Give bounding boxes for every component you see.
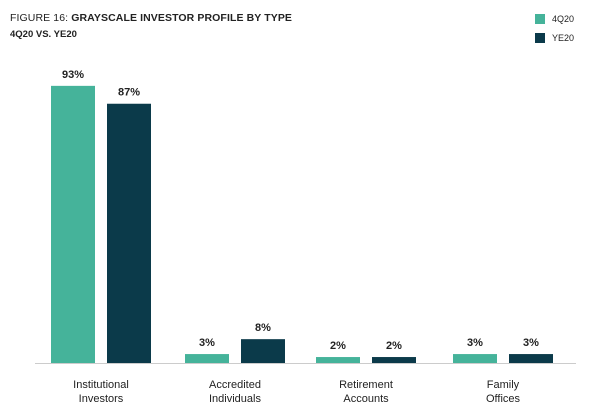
data-label-ye20-2: 2% (386, 340, 402, 352)
bar-ye20-3 (509, 354, 553, 363)
bar-ye20-0 (107, 103, 151, 364)
bar-4q20-2 (316, 357, 360, 363)
category-label-3: Family Offices (486, 379, 521, 405)
legend-label-ye20: YE20 (552, 33, 575, 43)
bar-ye20-1 (241, 339, 285, 363)
legend-label-4q20: 4Q20 (552, 14, 575, 24)
data-label-4q20-1: 3% (199, 337, 215, 349)
data-label-ye20-0: 87% (118, 87, 140, 99)
title-main: GRAYSCALE INVESTOR PROFILE BY TYPE (71, 12, 293, 24)
data-label-4q20-0: 93% (62, 69, 84, 81)
data-label-4q20-2: 2% (330, 340, 346, 352)
data-label-ye20-1: 8% (255, 322, 271, 334)
legend-swatch-4q20 (535, 14, 545, 24)
bar-4q20-3 (453, 354, 497, 363)
bar-ye20-2 (372, 357, 416, 363)
category-label-2: Retirement Accounts (339, 379, 393, 405)
category-label-1: Accredited Individuals (209, 379, 261, 405)
chart-title: FIGURE 16: GRAYSCALE INVESTOR PROFILE BY… (10, 12, 292, 24)
chart-subtitle: 4Q20 VS. YE20 (10, 29, 77, 40)
title-prefix: FIGURE 16: (10, 12, 72, 24)
bar-4q20-0 (51, 85, 95, 364)
data-label-ye20-3: 3% (523, 337, 539, 349)
category-label-0: Institutional Investors (73, 379, 129, 405)
legend-swatch-ye20 (535, 33, 545, 43)
bar-4q20-1 (185, 354, 229, 363)
legend-item-4q20: 4Q20 (535, 14, 574, 24)
data-label-4q20-3: 3% (467, 337, 483, 349)
legend-item-ye20: YE20 (535, 33, 574, 43)
